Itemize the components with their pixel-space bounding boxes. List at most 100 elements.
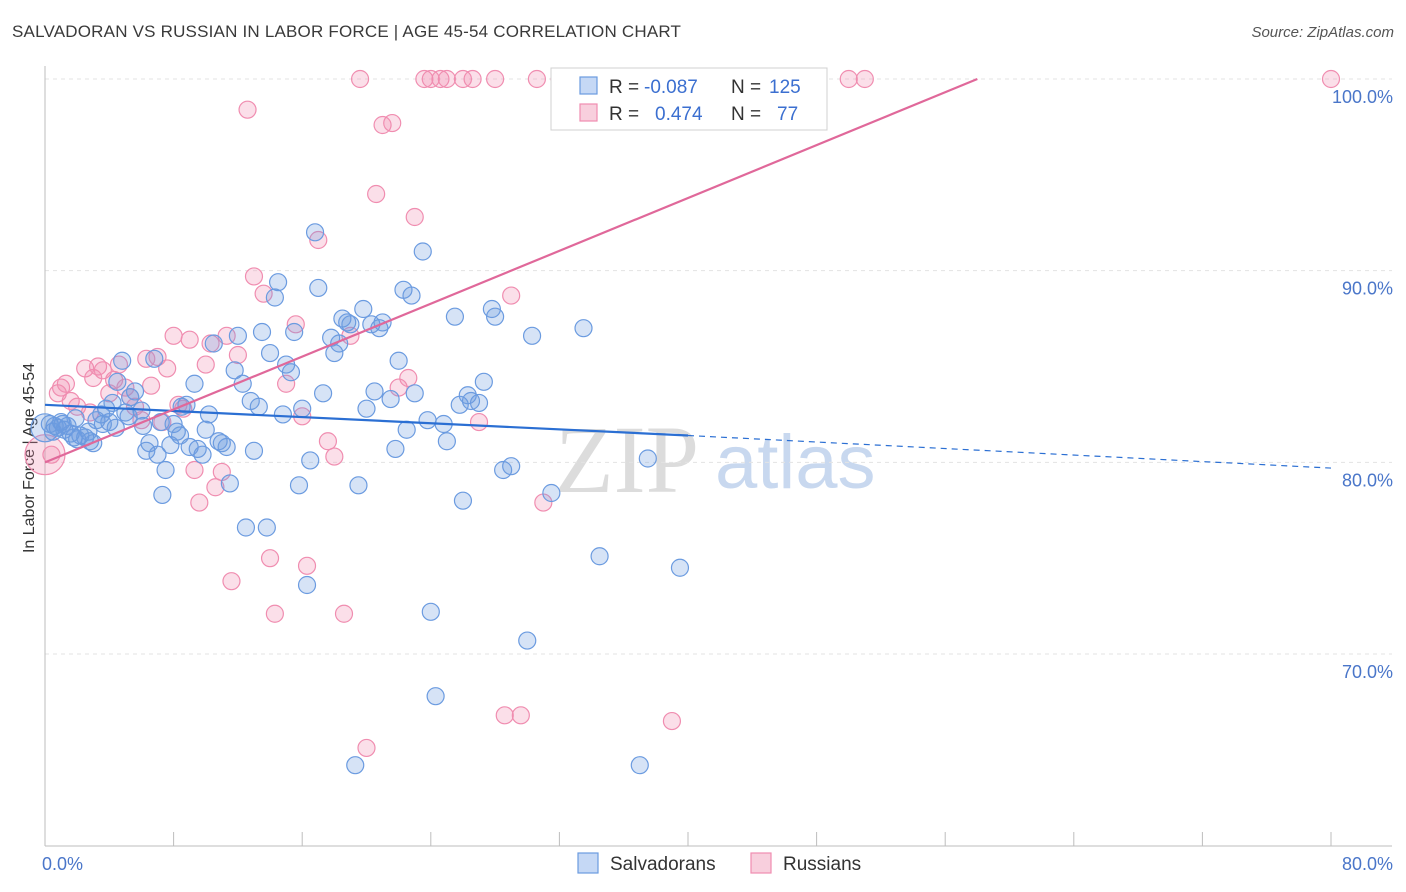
russian-point bbox=[254, 284, 273, 303]
salvadoran-point bbox=[268, 273, 288, 292]
salvadoran-point bbox=[386, 439, 405, 459]
russian-point bbox=[180, 330, 199, 349]
salvadorans-trend-line-extension bbox=[687, 434, 1332, 469]
russian-point bbox=[431, 69, 450, 89]
russian-point bbox=[190, 493, 209, 512]
salvadoran-point bbox=[252, 322, 272, 342]
salvadoran-point bbox=[518, 631, 537, 650]
salvadoran-point bbox=[453, 491, 473, 510]
salvadoran-point bbox=[257, 518, 276, 537]
stats-legend: R = -0.087 N = 125 R = 0.474 N = 77 bbox=[550, 67, 828, 131]
salvadoran-point bbox=[193, 445, 212, 464]
salvadoran-point bbox=[289, 476, 309, 495]
legend-salvadorans-swatch bbox=[577, 852, 599, 874]
salvadoran-point bbox=[590, 547, 609, 566]
salvadoran-point bbox=[260, 343, 280, 363]
salvadoran-point bbox=[445, 307, 465, 326]
salvadoran-point bbox=[437, 432, 456, 451]
salvadoran-point bbox=[338, 313, 357, 332]
salvadoran-point bbox=[153, 485, 172, 505]
russian-point bbox=[84, 368, 103, 388]
salvadoran-point bbox=[204, 334, 223, 353]
salvadoran-point bbox=[474, 372, 493, 391]
x-tick-label: 80.0% bbox=[1342, 854, 1393, 874]
n-value-salvadorans: 125 bbox=[769, 77, 801, 98]
salvadoran-point bbox=[357, 399, 376, 418]
russian-point bbox=[527, 69, 546, 89]
salvadoran-point bbox=[418, 411, 437, 430]
source-credit: Source: ZipAtlas.com bbox=[1251, 24, 1394, 41]
russian-point bbox=[405, 207, 424, 227]
salvadoran-point bbox=[148, 445, 167, 464]
salvadoran-point bbox=[346, 756, 365, 775]
russian-point bbox=[277, 374, 296, 393]
russian-point bbox=[206, 478, 225, 497]
salvadoran-point bbox=[402, 286, 421, 305]
salvadoran-point bbox=[236, 518, 256, 537]
x-tick-labels: 0.0% 80.0% bbox=[42, 854, 1393, 874]
salvadoran-point bbox=[397, 420, 416, 439]
russian-point bbox=[334, 604, 354, 623]
salvadoran-point bbox=[121, 388, 140, 407]
russian-point bbox=[238, 100, 257, 119]
salvadoran-point bbox=[145, 349, 164, 368]
russian-point bbox=[463, 69, 482, 89]
russian-point bbox=[1321, 69, 1341, 89]
russian-point bbox=[511, 706, 530, 725]
watermark-atlas: atlas bbox=[715, 420, 876, 505]
salvadoran-point bbox=[285, 322, 304, 342]
legend-russians-label: Russians bbox=[783, 854, 861, 875]
salvadoran-point bbox=[421, 602, 440, 621]
russians-trend-line bbox=[44, 77, 978, 464]
r-value-salvadorans: -0.087 bbox=[644, 77, 698, 98]
russian-point bbox=[495, 706, 514, 725]
salvadoran-point bbox=[405, 384, 424, 403]
salvadoran-point bbox=[293, 399, 312, 418]
russian-point bbox=[437, 69, 456, 89]
russian-point bbox=[244, 267, 264, 286]
salvadoran-point bbox=[281, 363, 301, 382]
salvadorans-trend-line bbox=[44, 403, 689, 437]
salvadoran-point bbox=[349, 476, 368, 495]
y-tick-label: 90.0% bbox=[1342, 279, 1393, 299]
salvadoran-point bbox=[486, 307, 505, 326]
russian-point bbox=[196, 355, 215, 374]
russian-point bbox=[228, 345, 247, 365]
y-tick-label: 70.0% bbox=[1342, 662, 1393, 682]
salvadoran-point bbox=[354, 299, 373, 319]
russian-point bbox=[357, 738, 376, 758]
salvadoran-point bbox=[389, 351, 408, 370]
salvadoran-point bbox=[630, 756, 649, 775]
russian-point bbox=[839, 69, 858, 89]
series-legend: Salvadorans Russians bbox=[577, 852, 861, 875]
russian-point bbox=[56, 374, 75, 393]
y-axis-label: In Labor Force | Age 45-54 bbox=[21, 363, 38, 553]
salvadoran-point bbox=[125, 382, 145, 401]
salvadoran-point bbox=[305, 223, 325, 242]
salvadoran-point bbox=[365, 382, 384, 401]
salvadoran-point bbox=[469, 393, 489, 413]
russian-point bbox=[502, 286, 521, 305]
salvadoran-point bbox=[108, 372, 127, 391]
r-label-russians: R = bbox=[609, 104, 639, 125]
salvadoran-point bbox=[79, 422, 98, 441]
russian-point bbox=[297, 556, 317, 575]
salvadoran-point bbox=[113, 351, 132, 370]
y-tick-label: 80.0% bbox=[1342, 470, 1393, 490]
russian-point bbox=[855, 69, 874, 89]
y-tick-labels: 70.0% 80.0% 90.0% 100.0% bbox=[1332, 87, 1393, 682]
gridlines bbox=[45, 78, 1392, 655]
salvadoran-point bbox=[313, 384, 333, 403]
salvadoran-point bbox=[297, 575, 317, 595]
salvadoran-point bbox=[119, 407, 138, 426]
salvadoran-point bbox=[265, 288, 284, 307]
trend-lines bbox=[44, 77, 1332, 469]
salvadoran-point bbox=[426, 687, 445, 706]
salvadoran-point bbox=[381, 389, 400, 409]
n-label-russians: N = bbox=[731, 104, 761, 125]
russian-point bbox=[383, 113, 402, 133]
russian-point bbox=[260, 549, 280, 568]
salvadoran-point bbox=[199, 405, 219, 424]
salvadoran-point bbox=[185, 374, 204, 393]
